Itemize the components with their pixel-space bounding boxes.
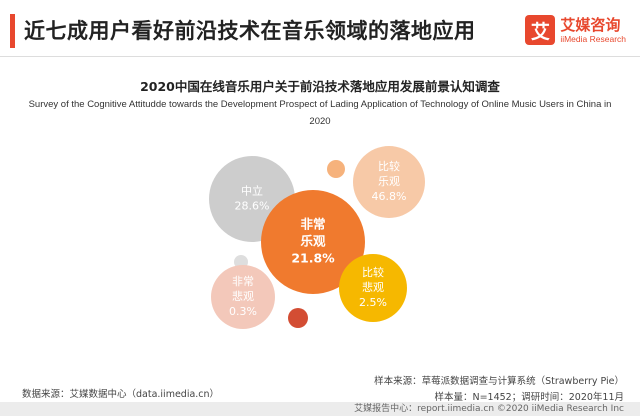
bubble-optimistic-value: 46.8%	[372, 190, 407, 203]
bubble-very-optimistic-value: 21.8%	[291, 251, 335, 266]
bubble-very-pessimistic-label: 非常	[232, 275, 254, 288]
page-title: 近七成用户看好前沿技术在音乐领域的落地应用	[24, 19, 476, 43]
sample-size: 样本量：N=1452；调研时间：2020年11月	[434, 392, 624, 403]
bubble-pessimistic-value: 2.5%	[359, 296, 387, 309]
sample-source: 样本来源：草莓派数据调查与计算系统（Strawberry Pie）	[374, 376, 624, 387]
decor-dot-red	[288, 308, 308, 328]
logo-name-en: iiMedia Research	[560, 33, 626, 44]
footer-report-link: 艾媒报告中心：report.iimedia.cn ©2020 iiMedia R…	[354, 404, 624, 414]
sample-info: 样本来源：草莓派数据调查与计算系统（Strawberry Pie） 样本量：N=…	[374, 374, 624, 406]
decor-dot-orange	[327, 160, 345, 178]
data-source: 数据来源：艾媒数据中心（data.iimedia.cn）	[22, 389, 220, 400]
bubble-very-pessimistic	[211, 265, 275, 329]
bubble-neutral-value: 28.6%	[235, 200, 270, 213]
bubble-optimistic-label: 比较	[378, 159, 400, 173]
bubble-very-optimistic-label: 乐观	[300, 234, 326, 249]
logo-mark-icon: 艾	[525, 15, 556, 45]
brand-logo: 艾 艾媒咨询 iiMedia Research	[525, 12, 626, 48]
bubble-very-optimistic	[261, 190, 365, 294]
title-accent-bar	[10, 14, 15, 48]
logo-text: 艾媒咨询 iiMedia Research	[560, 16, 626, 45]
logo-name-cn: 艾媒咨询	[560, 15, 621, 34]
bubble-pessimistic-label: 比较	[362, 265, 384, 279]
bubble-pessimistic	[339, 254, 407, 322]
bubble-pessimistic-label: 悲观	[362, 280, 384, 294]
footer-bar	[0, 402, 640, 416]
bubble-optimistic	[353, 146, 425, 218]
bubble-very-pessimistic-value: 0.3%	[229, 305, 257, 318]
bubble-optimistic-label: 乐观	[378, 175, 400, 188]
bubble-very-optimistic-label: 非常	[300, 217, 325, 232]
chart-title: 2020中国在线音乐用户关于前沿技术落地应用发展前景认知调查	[140, 79, 500, 94]
bubble-very-pessimistic-label: 悲观	[232, 289, 254, 303]
bubble-neutral-label: 中立	[241, 184, 263, 198]
header-divider	[0, 56, 640, 57]
chart-subtitle: Survey of the Cognitive Attitudde toward…	[28, 99, 612, 127]
